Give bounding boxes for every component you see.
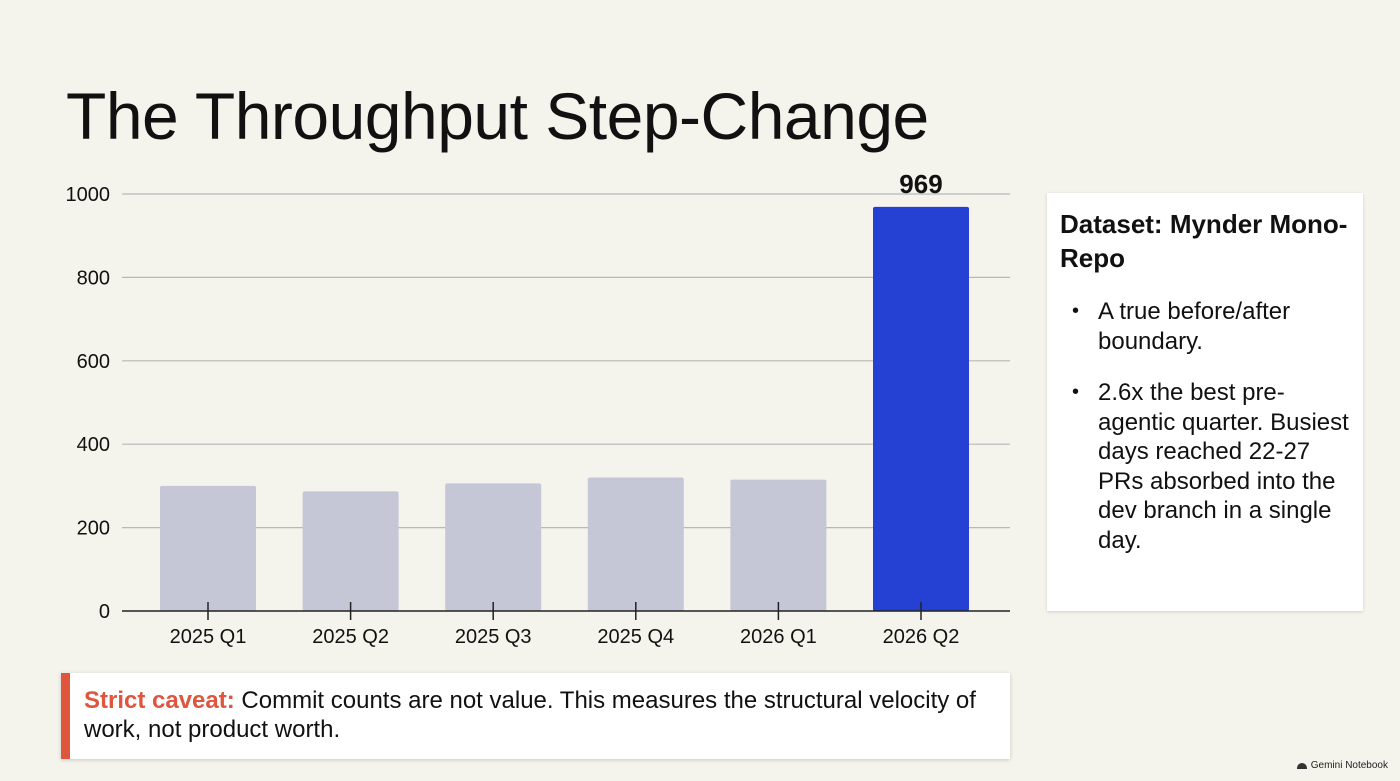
dataset-info-card: Dataset: Mynder Mono-Repo • A true befor… bbox=[1047, 193, 1363, 611]
x-tick-label: 2026 Q1 bbox=[740, 626, 817, 648]
bar bbox=[445, 483, 542, 611]
dataset-notes-list: • A true before/after boundary. • 2.6x t… bbox=[1060, 297, 1349, 555]
caveat-label: Strict caveat: bbox=[84, 687, 235, 714]
y-tick-label: 400 bbox=[77, 434, 110, 456]
y-tick-label: 0 bbox=[99, 601, 110, 623]
dataset-note: • 2.6x the best pre-agentic quarter. Bus… bbox=[1060, 378, 1349, 555]
bar bbox=[730, 479, 827, 611]
slide-title: The Throughput Step-Change bbox=[66, 79, 929, 153]
footer-brand: Gemini Notebook bbox=[1296, 760, 1388, 771]
x-tick-label: 2025 Q3 bbox=[455, 626, 532, 648]
y-tick-label: 1000 bbox=[66, 184, 111, 206]
dataset-note: • A true before/after boundary. bbox=[1060, 297, 1349, 356]
y-tick-label: 800 bbox=[77, 267, 110, 289]
y-tick-label: 200 bbox=[77, 518, 110, 540]
throughput-bar-chart: 0 200 400 600 800 1000 2025 Q1 2025 Q2 2025 Q3 20… bbox=[66, 169, 1010, 648]
x-tick-label: 2025 Q4 bbox=[597, 626, 674, 648]
bar bbox=[160, 485, 256, 611]
notebook-logo-icon bbox=[1296, 762, 1307, 769]
caveat-callout: Strict caveat: Commit counts are not val… bbox=[61, 673, 1010, 759]
footer-brand-text: Gemini Notebook bbox=[1310, 760, 1388, 771]
bar bbox=[302, 491, 399, 611]
x-tick-label: 2026 Q2 bbox=[883, 626, 960, 648]
dataset-title: Dataset: Mynder Mono-Repo bbox=[1060, 209, 1348, 273]
data-label: 969 bbox=[899, 169, 942, 199]
x-tick-label: 2025 Q2 bbox=[312, 626, 389, 648]
x-tick-label: 2025 Q1 bbox=[170, 626, 247, 648]
dataset-note-text: 2.6x the best pre-agentic quarter. Busie… bbox=[1098, 379, 1349, 554]
bullet-icon: • bbox=[1072, 300, 1080, 322]
bar bbox=[587, 477, 684, 611]
bullet-icon: • bbox=[1072, 381, 1080, 403]
bar bbox=[873, 206, 969, 611]
caveat-text: Commit counts are not value. This measur… bbox=[84, 687, 976, 743]
y-tick-label: 600 bbox=[77, 351, 110, 373]
dataset-note-text: A true before/after boundary. bbox=[1098, 298, 1291, 355]
